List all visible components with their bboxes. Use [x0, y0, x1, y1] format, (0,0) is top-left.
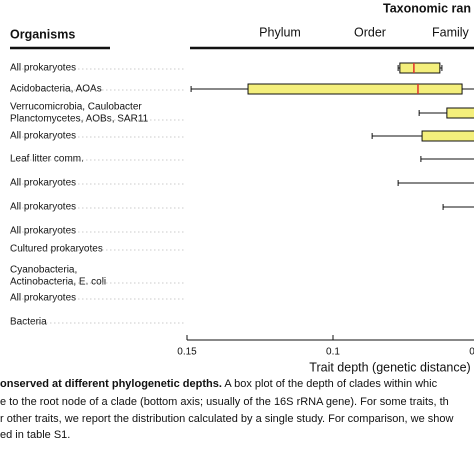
chart-title: Taxonomic ran [383, 1, 471, 15]
row-label: Cyanobacteria, [10, 265, 77, 276]
rank-label: Family [432, 25, 470, 39]
x-tick-label: 0.15 [177, 347, 197, 358]
row-label: Leaf litter comm. [10, 154, 84, 165]
row-header: Organisms [10, 27, 75, 41]
caption-line: r other traits, we report the distributi… [0, 413, 454, 425]
caption-line: onserved at different phylogenetic depth… [0, 378, 438, 390]
x-tick-label: 0.05 [469, 347, 474, 358]
row-label: Bacteria [10, 317, 47, 328]
row-label: All prokaryotes [10, 202, 76, 213]
row-label: Acidobacteria, AOAs [10, 84, 102, 95]
box [247, 83, 463, 95]
box [421, 130, 474, 142]
row-label: Actinobacteria, E. coli [10, 277, 106, 288]
x-axis-label: Trait depth (genetic distance) [309, 360, 470, 374]
box [399, 62, 441, 74]
caption-text: A box plot of the depth of clades within… [222, 378, 438, 390]
row-label: All prokaryotes [10, 63, 76, 74]
row-label: Cultured prokaryotes [10, 244, 103, 255]
row-label: All prokaryotes [10, 131, 76, 142]
row-label: All prokaryotes [10, 226, 76, 237]
rank-label: Order [354, 25, 386, 39]
row-label: Verrucomicrobia, Caulobacter [10, 102, 142, 113]
x-tick-label: 0.1 [326, 347, 340, 358]
row-label: All prokaryotes [10, 293, 76, 304]
row-label: All prokaryotes [10, 178, 76, 189]
rank-label: Phylum [259, 25, 301, 39]
caption-line: ed in table S1. [0, 429, 70, 441]
box [446, 107, 474, 119]
row-label: Planctomycetes, AOBs, SAR11 [10, 114, 149, 125]
caption-bold: onserved at different phylogenetic depth… [0, 378, 222, 390]
caption-line: e to the root node of a clade (bottom ax… [0, 396, 449, 408]
